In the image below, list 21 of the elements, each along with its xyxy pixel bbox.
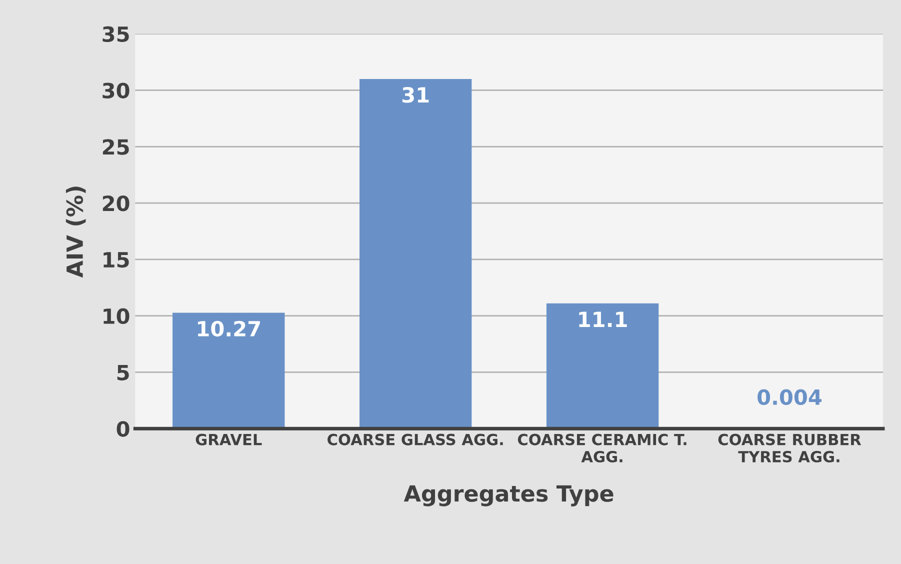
x-tick-label: GRAVEL: [196, 434, 262, 446]
y-tick-label: 15: [104, 252, 129, 268]
bar: [546, 303, 659, 429]
data-label: 0.004: [758, 389, 822, 406]
y-tick-label: 10: [104, 308, 130, 324]
y-tick-label: 0: [116, 421, 130, 437]
x-tick-label: COARSE GLASS AGG.: [328, 434, 503, 446]
y-tick-label: 5: [117, 364, 129, 380]
y-tick-label: 25: [102, 139, 129, 155]
data-label: 10.27: [198, 320, 260, 337]
data-label: 11.1: [579, 312, 627, 327]
x-tick-label: COARSE CERAMIC T. AGG.: [518, 434, 686, 462]
bar: [172, 312, 285, 429]
y-tick-label: 20: [102, 195, 130, 212]
x-axis-title: Aggregates Type: [404, 485, 614, 506]
x-tick-label: COARSE RUBBER TYRES AGG.: [718, 434, 862, 462]
y-axis-title: AIV (%): [66, 186, 86, 278]
y-tick-label: 30: [102, 82, 130, 98]
data-label: 31: [402, 87, 429, 103]
y-tick-label: 35: [102, 26, 129, 42]
bar: [360, 78, 472, 429]
